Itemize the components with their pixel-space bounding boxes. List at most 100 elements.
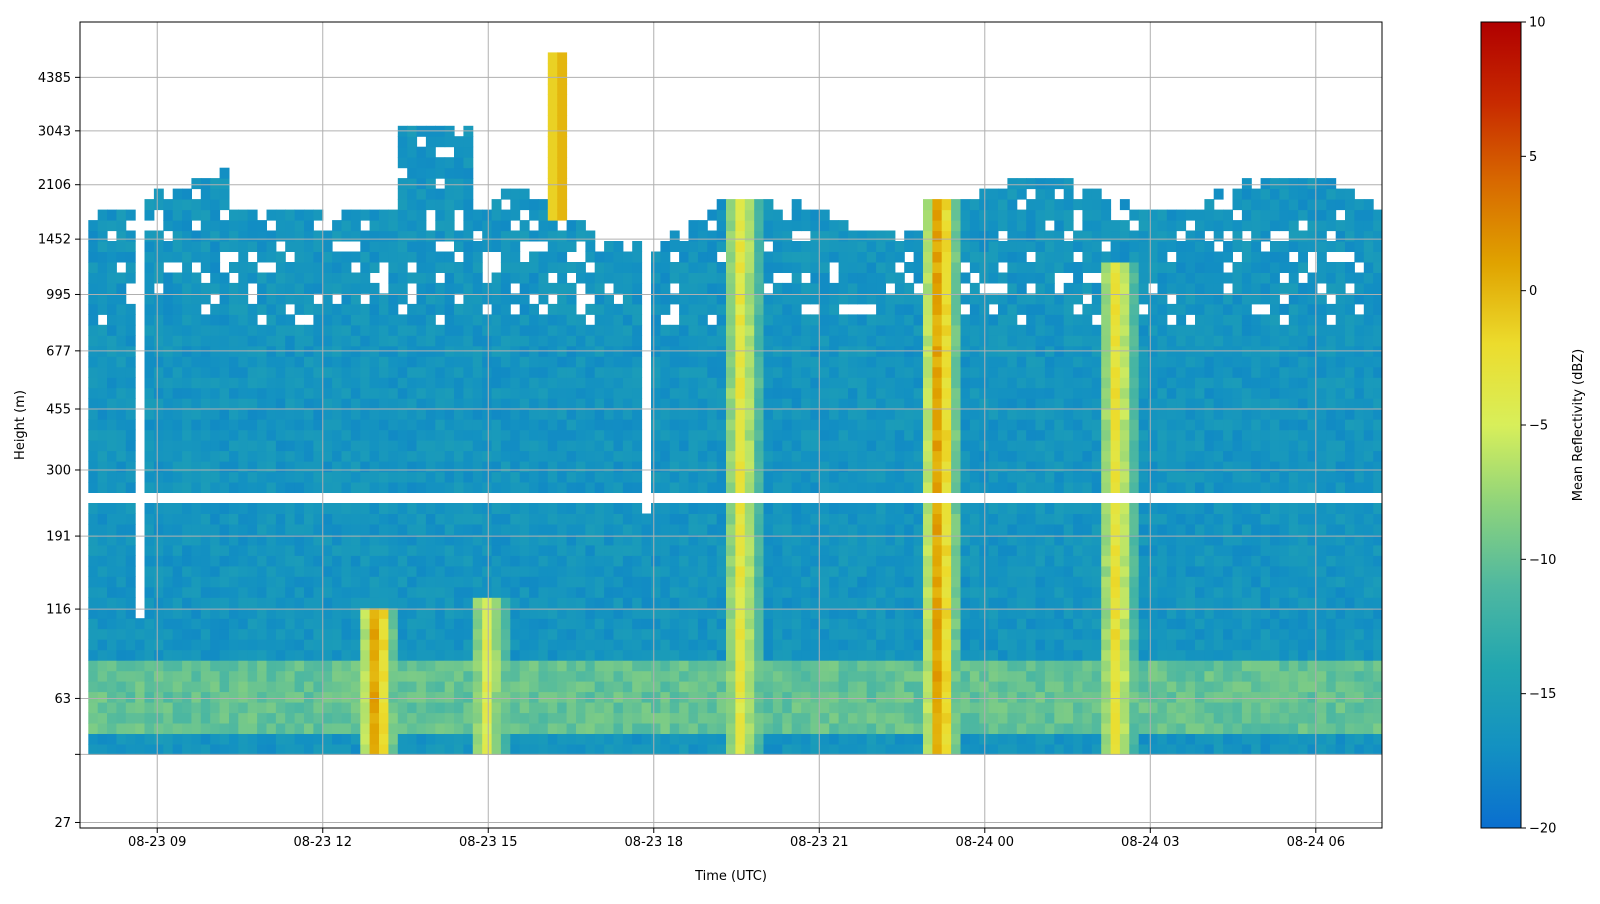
heatmap-cell [904,649,915,661]
heatmap-cell [163,723,174,734]
heatmap-cell [350,733,361,745]
heatmap-cell [538,356,549,368]
heatmap-cell [576,482,586,493]
heatmap-cell [726,398,736,410]
heatmap-cell [397,503,408,514]
heatmap-cell [425,272,436,284]
heatmap-cell [266,681,277,693]
heatmap-cell [341,503,352,514]
heatmap-cell [97,670,108,682]
heatmap-cell [932,744,943,755]
heatmap-cell [294,440,305,452]
heatmap-cell [547,356,558,368]
heatmap-cell [285,670,296,682]
heatmap-cell [960,293,971,305]
heatmap-cell [304,733,314,745]
heatmap-cell [660,607,671,619]
heatmap-cell [491,282,502,294]
heatmap-cell [519,576,530,588]
heatmap-cell [576,544,586,556]
heatmap-cell [932,262,943,273]
heatmap-cell [829,366,840,378]
heatmap-cell [810,733,821,745]
heatmap-cell [913,660,924,672]
heatmap-cell [979,607,990,619]
heatmap-cell [379,555,389,567]
heatmap-cell [763,440,774,452]
heatmap-cell [219,733,230,745]
heatmap-cell [791,387,802,399]
heatmap-cell [669,691,680,703]
heatmap-cell [679,408,689,420]
heatmap-cell [557,471,568,483]
heatmap-cell [763,419,774,431]
heatmap-cell [116,335,127,347]
heatmap-cell [829,586,840,598]
heatmap-cell [435,199,446,211]
heatmap-cell [172,555,183,567]
heatmap-cell [153,230,164,242]
heatmap-cell [791,565,802,577]
heatmap-cell [894,744,905,755]
heatmap-cell [332,618,342,630]
heatmap-cell [679,733,689,745]
heatmap-cell [819,440,830,452]
heatmap-cell [632,356,643,368]
heatmap-cell [660,576,671,588]
heatmap-cell [941,262,952,273]
heatmap-cell [191,482,202,493]
heatmap-cell [688,723,699,734]
heatmap-cell [829,513,840,525]
heatmap-cell [238,733,249,745]
heatmap-cell [266,482,277,493]
heatmap-cell [491,366,502,378]
heatmap-cell [1007,733,1018,745]
heatmap-cell [500,440,511,452]
heatmap-cell [960,199,971,211]
heatmap-cell [182,649,192,661]
heatmap-cell [754,314,765,326]
heatmap-cell [838,555,849,567]
heatmap-cell [801,241,811,252]
heatmap-cell [566,712,577,724]
heatmap-cell [463,639,474,651]
heatmap-cell [416,251,427,263]
heatmap-cell [998,670,1008,682]
heatmap-cell [191,681,202,693]
heatmap-cell [754,251,765,263]
heatmap-cell [294,335,305,347]
heatmap-cell [125,565,136,577]
heatmap-cell [379,691,389,703]
heatmap-cell [829,555,840,567]
heatmap-cell [913,366,924,378]
heatmap-cell [107,555,117,567]
heatmap-cell [679,702,689,714]
heatmap-cell [810,398,821,410]
heatmap-cell [988,429,999,441]
heatmap-cell [632,293,643,305]
heatmap-cell [397,565,408,577]
heatmap-cell [182,282,192,294]
heatmap-cell [482,691,493,703]
heatmap-cell [510,377,521,389]
heatmap-cell [923,293,933,305]
heatmap-cell [932,241,943,252]
heatmap-cell [998,628,1008,640]
heatmap-cell [97,230,108,242]
heatmap-cell [576,335,586,347]
heatmap-cell [247,565,258,577]
heatmap-cell [369,429,380,441]
heatmap-cell [350,670,361,682]
heatmap-cell [669,293,680,305]
heatmap-cell [979,272,990,284]
heatmap-cell [116,398,127,410]
heatmap-cell [500,324,511,336]
heatmap-cell [763,723,774,734]
heatmap-cell [622,565,633,577]
heatmap-cell [135,628,146,640]
heatmap-cell [519,565,530,577]
heatmap-cell [669,702,680,714]
heatmap-cell [697,482,708,493]
heatmap-cell [341,471,352,483]
heatmap-cell [697,429,708,441]
